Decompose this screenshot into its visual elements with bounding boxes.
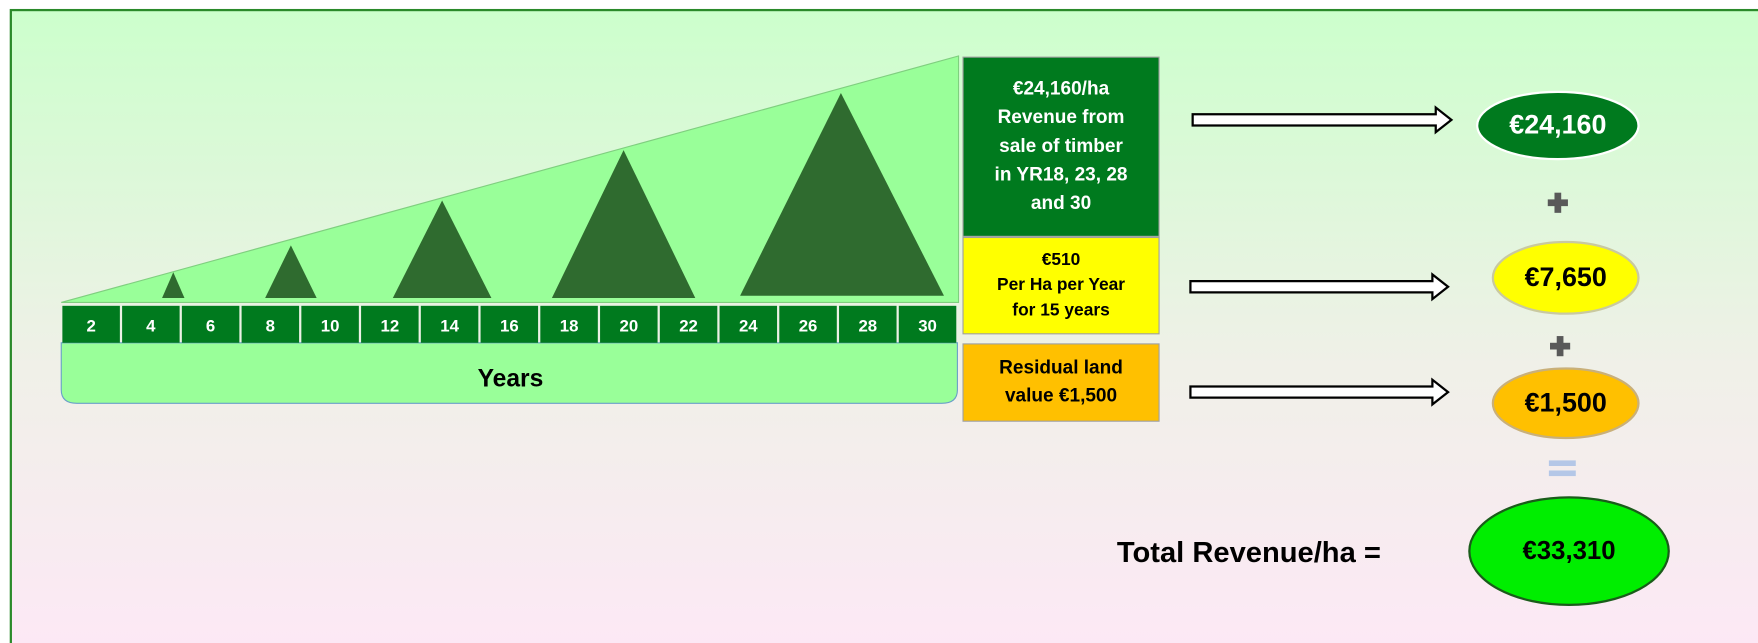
tick-label: 22 [679,317,698,336]
tick-label: 10 [321,317,340,336]
box-text: and 30 [1031,193,1091,214]
revenue-box [963,344,1159,421]
revenue-boxes: €24,160/ha Revenue from sale of timber in Y… [963,57,1159,421]
result-value: €24,160 [1509,110,1606,140]
tick-label: 2 [86,317,95,336]
total-label: Total Revenue/ha = [1117,537,1381,569]
years-label: Years [478,365,544,392]
total-value: €33,310 [1523,537,1616,565]
tick-label: 26 [799,317,818,336]
tick-label: 28 [858,317,877,336]
tick-label: 20 [619,317,638,336]
box-text: sale of timber [999,136,1123,157]
box-text: Revenue from [998,107,1125,128]
tick-label: 8 [266,317,275,336]
result-value: €7,650 [1525,262,1607,292]
tick-label: 14 [440,317,459,336]
box-text: for 15 years [1012,299,1109,319]
infographic: Years 24681012141618202224262830 €24,160… [0,0,1758,643]
box-text: Per Ha per Year [997,274,1125,294]
box-text: €510 [1042,249,1081,269]
box-text: in YR18, 23, 28 [995,164,1128,185]
tick-label: 4 [146,317,156,336]
box-text: value €1,500 [1005,386,1117,407]
tick-label: 16 [500,317,519,336]
result-ovals: €24,160 €7,650 €1,500 [1477,92,1638,438]
result-value: €1,500 [1525,387,1607,417]
box-text: €24,160/ha [1013,79,1110,100]
tick-label: 18 [560,317,579,336]
tick-label: 6 [206,317,215,336]
tick-label: 30 [918,317,937,336]
box-text: Residual land [999,358,1123,379]
tick-label: 24 [739,317,758,336]
tick-label: 12 [380,317,399,336]
